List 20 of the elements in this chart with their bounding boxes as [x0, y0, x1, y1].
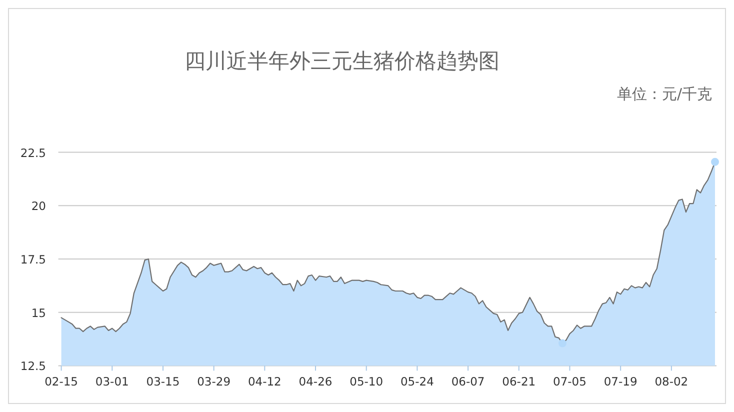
x-tick-label: 03-01: [95, 374, 129, 389]
x-tick-label: 03-29: [197, 374, 231, 389]
x-tick-label: 04-12: [248, 374, 282, 389]
x-tick-label: 06-21: [502, 374, 536, 389]
y-tick-label: 17.5: [20, 252, 46, 266]
x-tick-label: 05-10: [350, 374, 384, 389]
y-tick-label: 15: [31, 306, 46, 320]
y-tick-label: 20: [31, 199, 46, 214]
x-tick-label: 03-15: [146, 374, 180, 389]
x-tick-label: 02-15: [44, 374, 78, 389]
x-tick-label: 07-05: [553, 374, 586, 389]
x-tick-label: 08-02: [654, 374, 688, 389]
y-tick-label: 12.5: [20, 359, 46, 374]
x-tick-label: 06-07: [451, 374, 485, 389]
x-tick-label: 04-26: [298, 374, 332, 389]
y-tick-label: 22.5: [20, 146, 46, 160]
title: 四川近半年外三元生猪价格趋势图: [184, 49, 500, 73]
annotation: 单位：元/千克: [616, 85, 712, 103]
x-tick-label: 05-24: [400, 374, 434, 389]
x-tick-label: 07-19: [604, 374, 638, 389]
